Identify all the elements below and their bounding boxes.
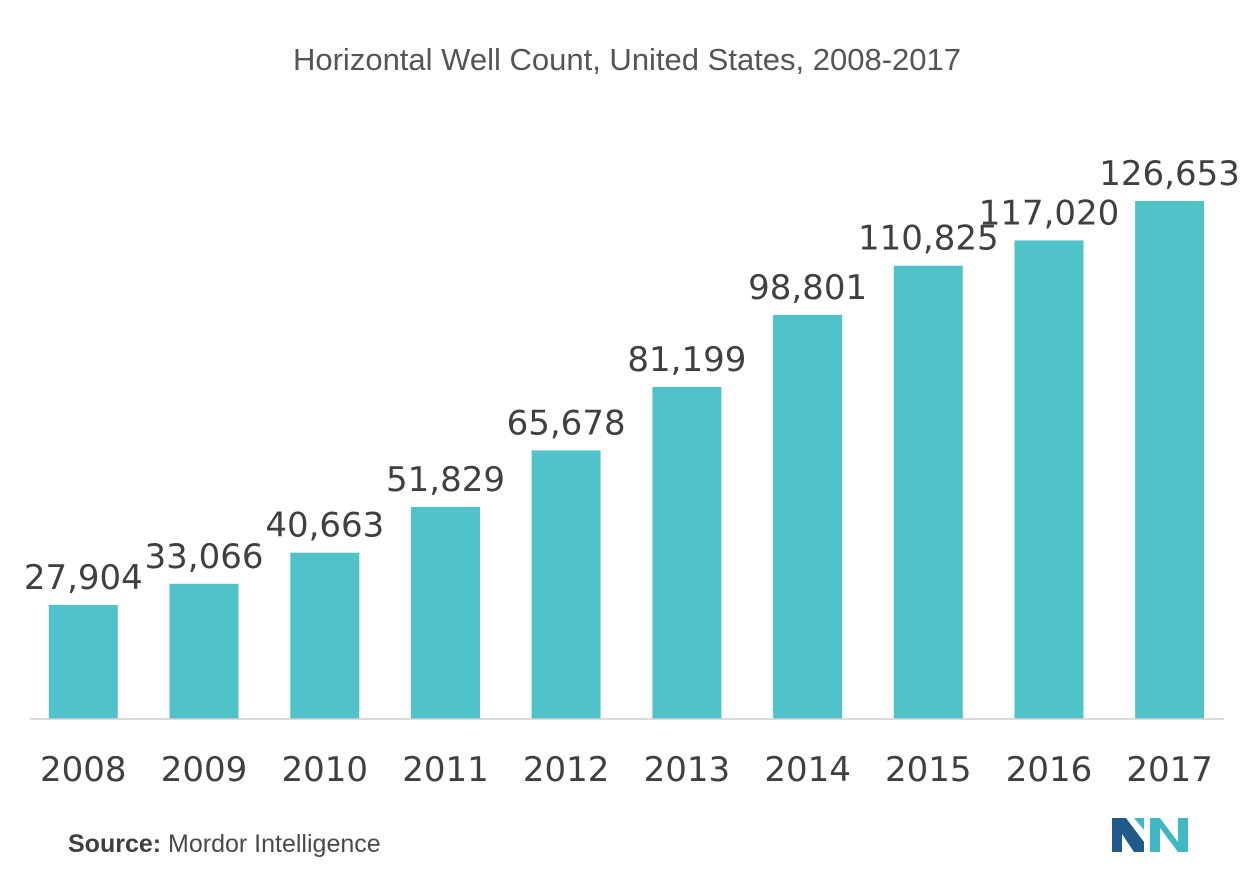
x-tick-label-2015: 2015: [885, 750, 972, 790]
logo-left-shape: [1112, 818, 1144, 852]
bar-chart: 27,90433,06640,66351,82965,67881,19998,8…: [24, 154, 1240, 790]
x-tick-label-2016: 2016: [1006, 750, 1093, 790]
bar-2008: [48, 604, 118, 719]
bar-2009: [169, 583, 239, 719]
source-text: Mordor Intelligence: [168, 830, 381, 858]
x-tick-label-2011: 2011: [402, 750, 489, 790]
data-label-2014: 98,801: [748, 268, 867, 308]
logo-middle-shape: [1134, 818, 1144, 830]
data-label-2017: 126,653: [1099, 154, 1240, 194]
mordor-intelligence-logo-icon: [1112, 818, 1188, 852]
bar-2014: [773, 314, 843, 719]
source-note: Source: Mordor Intelligence: [68, 830, 381, 859]
data-label-2008: 27,904: [24, 558, 143, 598]
bar-2011: [411, 507, 480, 719]
bar-2016: [1014, 240, 1084, 719]
bar-2013: [652, 386, 722, 719]
x-tick-label-2008: 2008: [40, 750, 127, 790]
data-label-2009: 33,066: [145, 537, 264, 577]
data-labels-layer: 27,90433,06640,66351,82965,67881,19998,8…: [24, 154, 1240, 598]
data-label-2013: 81,199: [627, 340, 746, 380]
x-tick-label-2010: 2010: [282, 750, 369, 790]
x-tick-label-2014: 2014: [764, 750, 851, 790]
logo-right-shape: [1150, 818, 1188, 852]
bar-2012: [531, 450, 601, 719]
x-tick-label-2017: 2017: [1126, 750, 1213, 790]
bar-2010: [290, 552, 360, 719]
data-label-2010: 40,663: [265, 506, 384, 546]
bars-layer: [48, 201, 1205, 719]
data-label-2012: 65,678: [507, 403, 626, 443]
bar-2017: [1135, 201, 1205, 719]
x-tick-label-2013: 2013: [644, 750, 731, 790]
x-tick-label-2009: 2009: [161, 750, 248, 790]
data-label-2015: 110,825: [858, 219, 999, 259]
x-tick-labels-layer: 2008 2009 2010 2011 2012 2013 2014 2015 2016 2017: [40, 750, 1213, 790]
data-label-2011: 51,829: [386, 460, 505, 500]
x-tick-label-2012: 2012: [523, 750, 610, 790]
chart-title: Horizontal Well Count, United States, 20…: [292, 42, 962, 77]
bar-2015: [893, 265, 963, 719]
data-label-2016: 117,020: [979, 193, 1120, 233]
source-label: Source:: [68, 830, 162, 858]
